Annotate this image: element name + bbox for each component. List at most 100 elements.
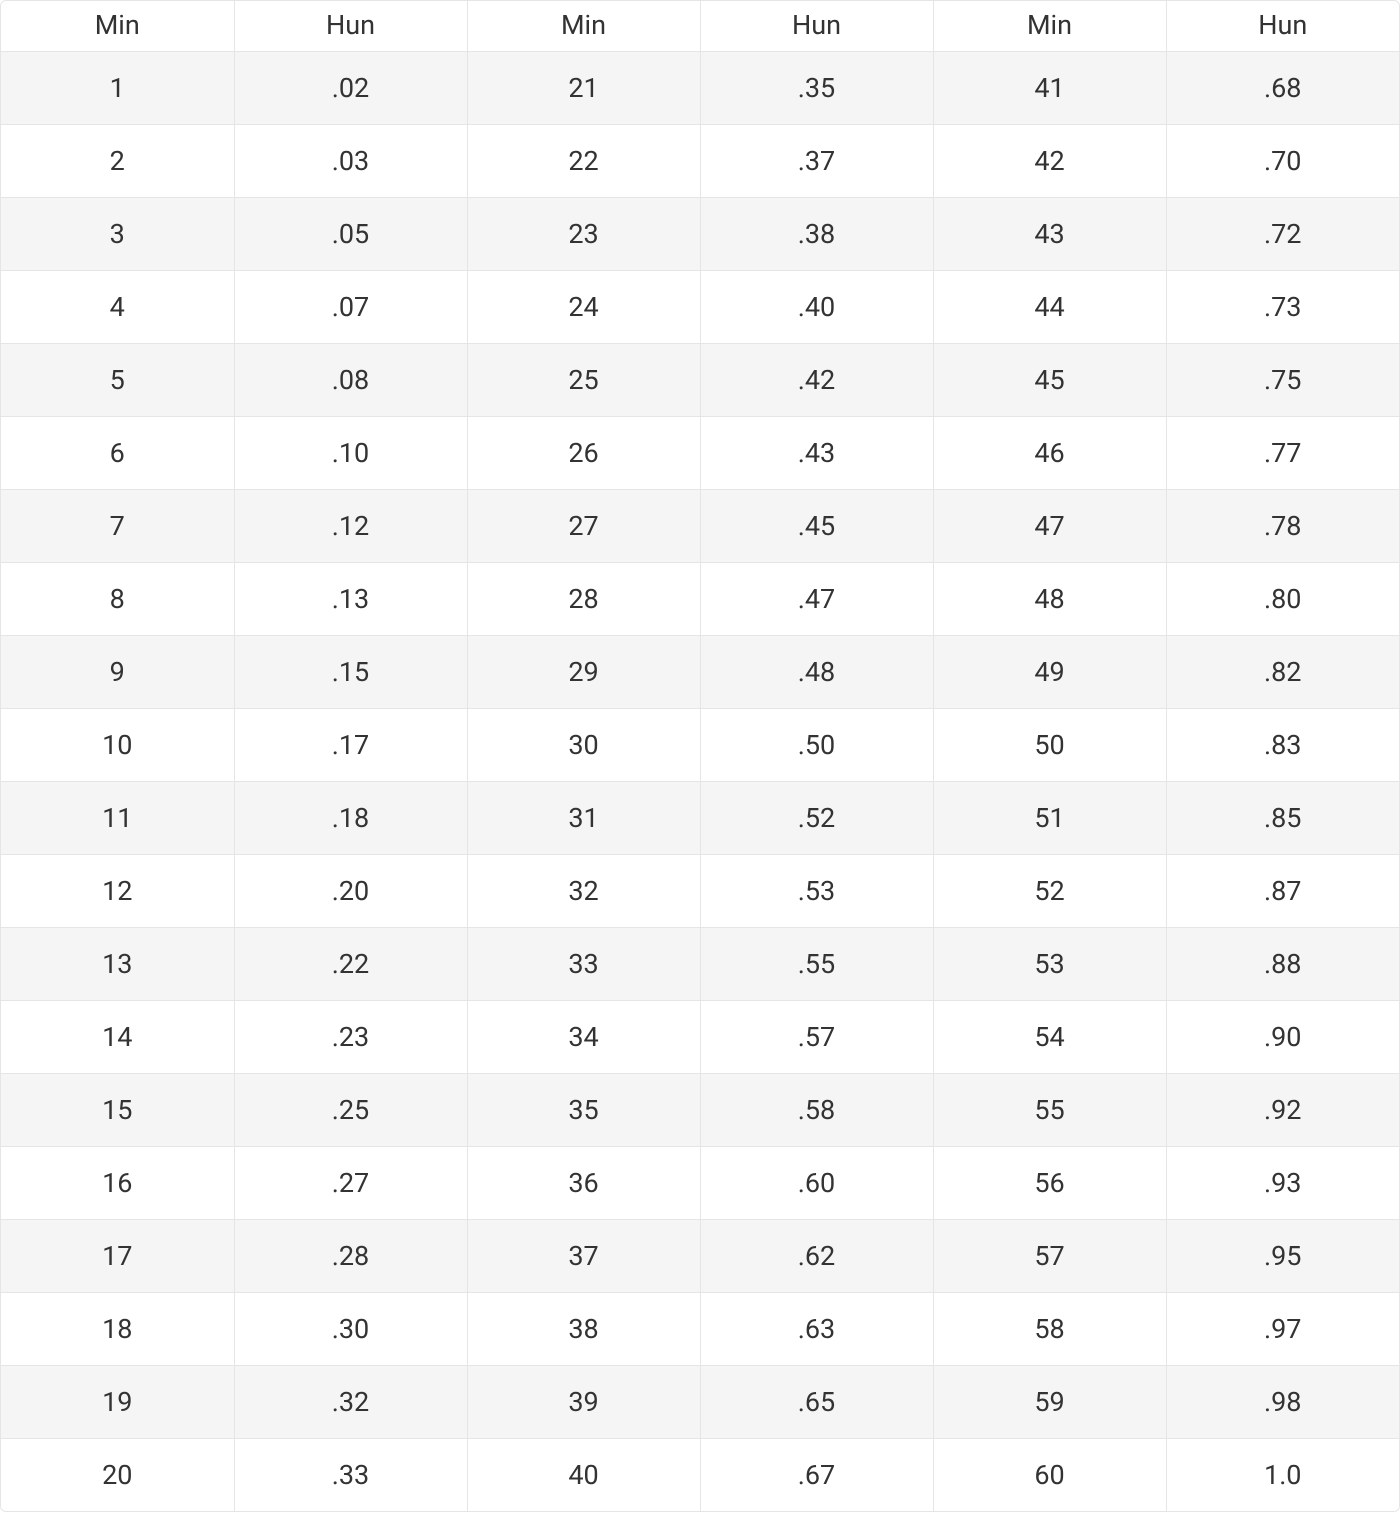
table-cell: 34 bbox=[467, 1001, 700, 1074]
table-cell: .52 bbox=[700, 782, 933, 855]
table-row: 9.1529.4849.82 bbox=[1, 636, 1399, 709]
table-cell: .82 bbox=[1166, 636, 1399, 709]
column-header: Min bbox=[1, 1, 234, 52]
table-cell: 32 bbox=[467, 855, 700, 928]
table-cell: .48 bbox=[700, 636, 933, 709]
table-cell: 9 bbox=[1, 636, 234, 709]
table-cell: .40 bbox=[700, 271, 933, 344]
table-cell: .37 bbox=[700, 125, 933, 198]
table-cell: .68 bbox=[1166, 52, 1399, 125]
table-cell: 27 bbox=[467, 490, 700, 563]
table-cell: .58 bbox=[700, 1074, 933, 1147]
table-row: 18.3038.6358.97 bbox=[1, 1293, 1399, 1366]
table-row: 13.2233.5553.88 bbox=[1, 928, 1399, 1001]
table-cell: 26 bbox=[467, 417, 700, 490]
table-cell: 12 bbox=[1, 855, 234, 928]
table-cell: .02 bbox=[234, 52, 467, 125]
table-cell: .85 bbox=[1166, 782, 1399, 855]
table-cell: 51 bbox=[933, 782, 1166, 855]
table-cell: 11 bbox=[1, 782, 234, 855]
table-cell: .55 bbox=[700, 928, 933, 1001]
table-cell: .08 bbox=[234, 344, 467, 417]
table-cell: 1.0 bbox=[1166, 1439, 1399, 1512]
table-cell: 47 bbox=[933, 490, 1166, 563]
table-cell: 38 bbox=[467, 1293, 700, 1366]
table-row: 16.2736.6056.93 bbox=[1, 1147, 1399, 1220]
table-cell: .25 bbox=[234, 1074, 467, 1147]
table-row: 8.1328.4748.80 bbox=[1, 563, 1399, 636]
table-cell: 35 bbox=[467, 1074, 700, 1147]
table-row: 6.1026.4346.77 bbox=[1, 417, 1399, 490]
table-cell: .10 bbox=[234, 417, 467, 490]
table-cell: .30 bbox=[234, 1293, 467, 1366]
table-cell: 52 bbox=[933, 855, 1166, 928]
table-cell: 31 bbox=[467, 782, 700, 855]
table-cell: .18 bbox=[234, 782, 467, 855]
table-cell: 53 bbox=[933, 928, 1166, 1001]
table-cell: 1 bbox=[1, 52, 234, 125]
table-header-row: Min Hun Min Hun Min Hun bbox=[1, 1, 1399, 52]
table-cell: .77 bbox=[1166, 417, 1399, 490]
table-header: Min Hun Min Hun Min Hun bbox=[1, 1, 1399, 52]
table-cell: 24 bbox=[467, 271, 700, 344]
table-cell: 29 bbox=[467, 636, 700, 709]
table-cell: 56 bbox=[933, 1147, 1166, 1220]
table-cell: .95 bbox=[1166, 1220, 1399, 1293]
table-cell: 39 bbox=[467, 1366, 700, 1439]
table-cell: .60 bbox=[700, 1147, 933, 1220]
table-cell: 54 bbox=[933, 1001, 1166, 1074]
table-cell: .20 bbox=[234, 855, 467, 928]
column-header: Hun bbox=[700, 1, 933, 52]
table-cell: .23 bbox=[234, 1001, 467, 1074]
table-cell: .65 bbox=[700, 1366, 933, 1439]
table-cell: .87 bbox=[1166, 855, 1399, 928]
table-cell: 16 bbox=[1, 1147, 234, 1220]
table-cell: .42 bbox=[700, 344, 933, 417]
conversion-table-container: Min Hun Min Hun Min Hun 1.0221.3541.682.… bbox=[0, 0, 1400, 1512]
table-cell: 14 bbox=[1, 1001, 234, 1074]
table-cell: .13 bbox=[234, 563, 467, 636]
table-cell: 3 bbox=[1, 198, 234, 271]
table-cell: 6 bbox=[1, 417, 234, 490]
table-cell: .05 bbox=[234, 198, 467, 271]
column-header: Min bbox=[933, 1, 1166, 52]
table-cell: .90 bbox=[1166, 1001, 1399, 1074]
table-cell: .35 bbox=[700, 52, 933, 125]
table-cell: 8 bbox=[1, 563, 234, 636]
table-cell: 58 bbox=[933, 1293, 1166, 1366]
table-row: 17.2837.6257.95 bbox=[1, 1220, 1399, 1293]
table-row: 10.1730.5050.83 bbox=[1, 709, 1399, 782]
table-cell: 41 bbox=[933, 52, 1166, 125]
table-row: 4.0724.4044.73 bbox=[1, 271, 1399, 344]
table-cell: 45 bbox=[933, 344, 1166, 417]
table-cell: .80 bbox=[1166, 563, 1399, 636]
table-cell: .72 bbox=[1166, 198, 1399, 271]
column-header: Hun bbox=[1166, 1, 1399, 52]
table-cell: .27 bbox=[234, 1147, 467, 1220]
table-cell: .38 bbox=[700, 198, 933, 271]
table-row: 20.3340.67601.0 bbox=[1, 1439, 1399, 1512]
table-row: 15.2535.5855.92 bbox=[1, 1074, 1399, 1147]
table-cell: 46 bbox=[933, 417, 1166, 490]
table-cell: .12 bbox=[234, 490, 467, 563]
table-cell: .47 bbox=[700, 563, 933, 636]
table-cell: 20 bbox=[1, 1439, 234, 1512]
table-cell: 57 bbox=[933, 1220, 1166, 1293]
table-cell: 13 bbox=[1, 928, 234, 1001]
table-cell: .07 bbox=[234, 271, 467, 344]
table-cell: .88 bbox=[1166, 928, 1399, 1001]
table-cell: 22 bbox=[467, 125, 700, 198]
table-cell: .15 bbox=[234, 636, 467, 709]
table-cell: .63 bbox=[700, 1293, 933, 1366]
table-cell: .22 bbox=[234, 928, 467, 1001]
table-cell: .57 bbox=[700, 1001, 933, 1074]
column-header: Min bbox=[467, 1, 700, 52]
table-cell: .17 bbox=[234, 709, 467, 782]
table-cell: .70 bbox=[1166, 125, 1399, 198]
table-cell: 48 bbox=[933, 563, 1166, 636]
table-cell: 60 bbox=[933, 1439, 1166, 1512]
table-cell: 21 bbox=[467, 52, 700, 125]
table-cell: .93 bbox=[1166, 1147, 1399, 1220]
table-row: 1.0221.3541.68 bbox=[1, 52, 1399, 125]
table-cell: .98 bbox=[1166, 1366, 1399, 1439]
